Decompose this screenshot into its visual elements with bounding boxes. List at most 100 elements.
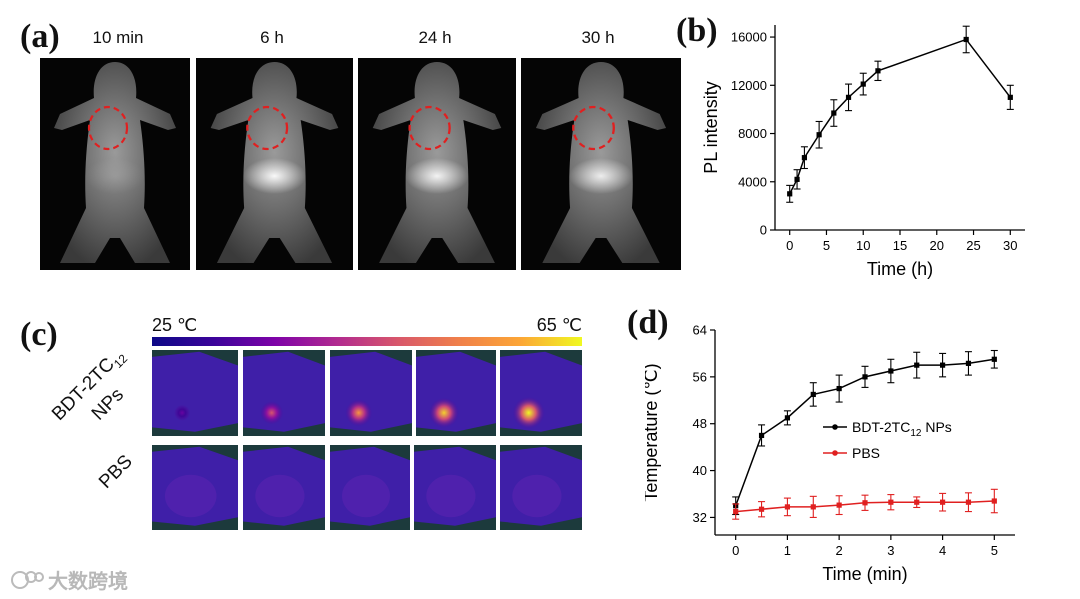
thermal-figure bbox=[330, 351, 412, 432]
data-point bbox=[965, 499, 972, 505]
data-point bbox=[888, 499, 894, 505]
thermal-glow bbox=[164, 474, 217, 518]
y-tick-label: 8000 bbox=[738, 126, 767, 141]
series-line bbox=[789, 38, 1011, 195]
data-point bbox=[1007, 94, 1013, 100]
mouse-image bbox=[521, 58, 681, 270]
data-point bbox=[787, 191, 793, 197]
scale-min-label: 25 ℃ bbox=[152, 315, 198, 335]
x-tick-label: 15 bbox=[893, 238, 907, 253]
panel-label-d: (d) bbox=[627, 304, 669, 341]
data-point bbox=[875, 68, 881, 74]
y-tick-label: 0 bbox=[760, 223, 767, 238]
thermal-figure bbox=[414, 446, 496, 526]
mouse-figure bbox=[372, 62, 502, 263]
data-point bbox=[845, 94, 852, 100]
thermal-image bbox=[152, 445, 238, 530]
thermal-body bbox=[243, 351, 325, 432]
watermark-logo-icon bbox=[11, 570, 44, 589]
thermal-image bbox=[243, 350, 325, 436]
y-axis-label: PL intensity bbox=[701, 81, 721, 173]
data-point bbox=[836, 502, 842, 508]
y-tick-label: 64 bbox=[693, 323, 707, 338]
x-tick-label: 3 bbox=[887, 543, 894, 558]
mouse-figure bbox=[54, 62, 176, 263]
y-tick-label: 4000 bbox=[738, 174, 767, 189]
tumor-circle-marker bbox=[87, 105, 129, 151]
x-tick-label: 5 bbox=[823, 238, 830, 253]
thermal-image bbox=[330, 445, 410, 530]
x-axis-label: Time (min) bbox=[822, 564, 907, 584]
thermal-image bbox=[416, 350, 496, 436]
x-tick-label: 4 bbox=[939, 543, 946, 558]
x-axis-label: Time (h) bbox=[867, 259, 933, 279]
data-point bbox=[758, 506, 765, 512]
thermal-hotspot bbox=[174, 404, 191, 421]
x-tick-label: 25 bbox=[966, 238, 980, 253]
data-point bbox=[794, 176, 800, 182]
x-tick-label: 10 bbox=[856, 238, 870, 253]
bladder-signal bbox=[85, 158, 145, 194]
data-point bbox=[836, 385, 842, 392]
thermal-figure bbox=[416, 351, 496, 432]
mouse-image bbox=[40, 58, 190, 270]
x-tick-label: 0 bbox=[732, 543, 739, 558]
thermal-hotspot bbox=[345, 399, 373, 427]
x-tick-label: 1 bbox=[784, 543, 791, 558]
legend-label: PBS bbox=[852, 445, 880, 461]
thermal-image bbox=[500, 445, 582, 530]
x-tick-label: 0 bbox=[786, 238, 793, 253]
data-point bbox=[810, 391, 816, 398]
thermal-glow bbox=[255, 474, 305, 518]
tumor-circle-marker bbox=[572, 105, 615, 151]
x-tick-label: 20 bbox=[930, 238, 944, 253]
data-point bbox=[963, 36, 969, 43]
x-tick-label: 2 bbox=[836, 543, 843, 558]
timepoint-caption: 30 h bbox=[581, 28, 615, 47]
legend-marker bbox=[832, 424, 838, 430]
data-point bbox=[914, 499, 920, 505]
y-tick-label: 32 bbox=[693, 510, 707, 525]
data-point bbox=[939, 499, 946, 505]
thermal-hotspot bbox=[512, 396, 545, 429]
thermal-figure bbox=[500, 446, 582, 526]
y-tick-label: 16000 bbox=[731, 30, 767, 45]
tumor-circle-marker bbox=[246, 105, 289, 151]
pl-intensity-chart: 0 5 10 15 20 25 30 0 4000 8000 12000 16000 Time (h) P… bbox=[701, 25, 1025, 279]
mouse-image bbox=[358, 58, 516, 270]
thermal-figure bbox=[152, 351, 238, 432]
thermal-body bbox=[330, 351, 412, 432]
thermal-glow bbox=[342, 474, 390, 518]
bladder-signal bbox=[405, 158, 469, 194]
thermal-image bbox=[243, 445, 325, 530]
data-point bbox=[831, 110, 837, 116]
mouse-image bbox=[196, 58, 353, 270]
thermal-glow bbox=[426, 474, 476, 518]
panel-label-a: (a) bbox=[20, 18, 60, 55]
data-point bbox=[991, 356, 997, 362]
temperature-colorbar bbox=[152, 337, 582, 346]
legend-marker bbox=[832, 450, 838, 456]
row-label-pbs: PBS bbox=[95, 451, 137, 493]
y-axis-label: Temperature (℃) bbox=[645, 363, 661, 501]
watermark: 大数跨境 bbox=[10, 565, 128, 594]
data-point bbox=[758, 432, 765, 439]
data-point bbox=[733, 508, 739, 515]
bladder-signal bbox=[569, 158, 633, 194]
thermal-figure bbox=[330, 446, 410, 526]
y-tick-label: 48 bbox=[693, 416, 707, 431]
tumor-circle-marker bbox=[408, 105, 451, 151]
thermal-figure bbox=[500, 351, 582, 432]
x-tick-label: 5 bbox=[991, 543, 998, 558]
data-point bbox=[862, 500, 868, 506]
thermal-glow bbox=[512, 474, 562, 518]
thermal-image bbox=[152, 350, 238, 436]
thermal-image bbox=[500, 350, 582, 436]
panel-label-c: (c) bbox=[20, 316, 58, 353]
y-tick-label: 56 bbox=[693, 369, 707, 384]
data-point bbox=[965, 360, 972, 366]
thermal-hotspot bbox=[429, 397, 459, 428]
thermal-hotspot bbox=[260, 401, 284, 425]
watermark-text: 大数跨境 bbox=[48, 571, 128, 593]
x-tick-label: 30 bbox=[1003, 238, 1017, 253]
